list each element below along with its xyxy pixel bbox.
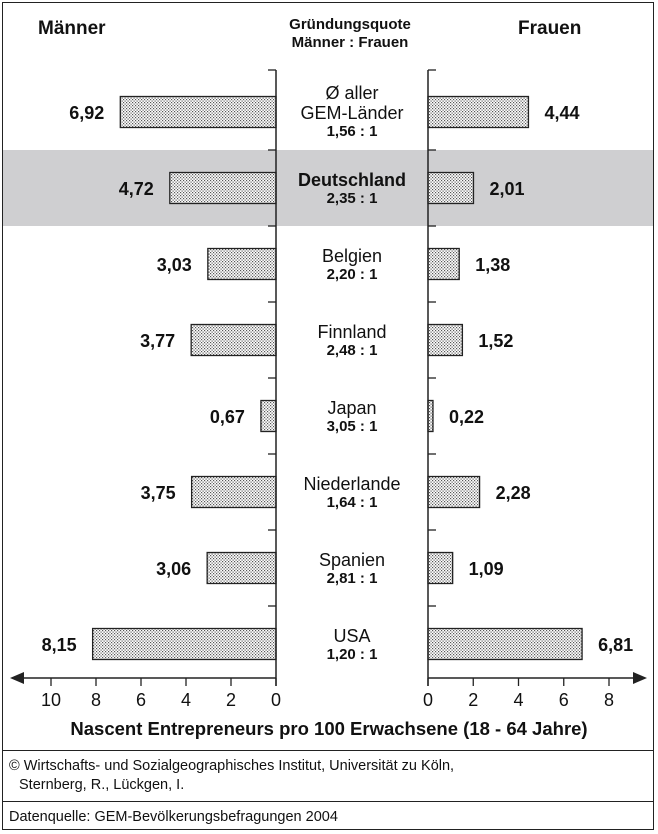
x-tick-label: 6: [136, 690, 146, 710]
x-axis-label: Nascent Entrepreneurs pro 100 Erwachsene…: [70, 718, 588, 739]
x-tick-label: 4: [513, 690, 523, 710]
men-bar: [190, 475, 277, 509]
men-bar: [190, 323, 277, 357]
women-bar: [427, 171, 475, 205]
women-value-label: 1,38: [475, 255, 510, 275]
gender-ratio: 1,56 : 1: [327, 123, 378, 140]
women-bar: [427, 551, 454, 585]
country-name: Deutschland: [298, 170, 406, 190]
women-value-label: 1,52: [478, 331, 513, 351]
women-bar: [427, 323, 464, 357]
x-tick-label: 0: [423, 690, 433, 710]
gender-ratio: 1,20 : 1: [327, 646, 378, 663]
men-bar: [169, 171, 277, 205]
men-bar: [206, 551, 277, 585]
men-bar: [119, 95, 277, 129]
left-arrow-head: [10, 672, 24, 684]
ratio-header-line1: Gründungsquote: [289, 16, 411, 33]
men-value-label: 3,75: [141, 483, 176, 503]
women-bar: [427, 475, 481, 509]
women-value-label: 6,81: [598, 635, 633, 655]
women-bar: [427, 247, 460, 281]
women-value-label: 2,01: [489, 179, 524, 199]
x-tick-label: 2: [468, 690, 478, 710]
women-header: Frauen: [518, 18, 582, 39]
ratio-header-line2: Männer : Frauen: [291, 34, 409, 51]
men-value-label: 4,72: [119, 179, 154, 199]
copyright-line-2: Sternberg, R., Lückgen, I.: [19, 777, 185, 793]
men-value-label: 3,03: [157, 255, 192, 275]
country-name: Belgien: [322, 246, 382, 266]
separator-line: [3, 750, 653, 751]
x-tick-label: 6: [559, 690, 569, 710]
right-arrow-head: [633, 672, 647, 684]
x-tick-label: 0: [271, 690, 281, 710]
women-value-label: 4,44: [544, 103, 579, 123]
men-bar: [91, 627, 277, 661]
copyright-line-1: © Wirtschafts- und Sozialgeographisches …: [9, 758, 455, 774]
highlight-band: [3, 150, 653, 226]
country-name: Japan: [327, 398, 376, 418]
women-value-label: 1,09: [469, 559, 504, 579]
men-value-label: 6,92: [69, 103, 104, 123]
gender-ratio: 3,05 : 1: [327, 418, 378, 435]
gender-ratio: 2,48 : 1: [327, 342, 378, 359]
women-bar: [427, 95, 530, 129]
data-source-note: Datenquelle: GEM-Bevölkerungsbefragungen…: [9, 809, 338, 825]
men-value-label: 0,67: [210, 407, 245, 427]
gender-ratio: 2,20 : 1: [327, 266, 378, 283]
women-bar: [427, 627, 583, 661]
gender-ratio: 2,81 : 1: [327, 570, 378, 587]
gender-ratio: 1,64 : 1: [327, 494, 378, 511]
women-value-label: 0,22: [449, 407, 484, 427]
country-name: USA: [333, 626, 370, 646]
country-name: Finnland: [317, 322, 386, 342]
x-tick-label: 2: [226, 690, 236, 710]
men-value-label: 3,06: [156, 559, 191, 579]
x-tick-label: 8: [91, 690, 101, 710]
women-value-label: 2,28: [496, 483, 531, 503]
country-name: Spanien: [319, 550, 385, 570]
country-name: Niederlande: [303, 474, 400, 494]
x-tick-label: 4: [181, 690, 191, 710]
country-name: Ø aller: [325, 83, 378, 103]
copyright-note: © Wirtschafts- und Sozialgeographisches …: [9, 757, 454, 795]
men-bar: [207, 247, 277, 281]
men-header: Männer: [38, 18, 106, 39]
separator-line: [3, 801, 653, 802]
country-name: GEM-Länder: [300, 103, 403, 123]
x-tick-label: 10: [41, 690, 61, 710]
men-bar: [260, 399, 277, 433]
ratio-header: Gründungsquote Männer : Frauen: [250, 16, 450, 52]
men-value-label: 3,77: [140, 331, 175, 351]
gender-ratio: 2,35 : 1: [327, 190, 378, 207]
men-value-label: 8,15: [42, 635, 77, 655]
x-tick-label: 8: [604, 690, 614, 710]
